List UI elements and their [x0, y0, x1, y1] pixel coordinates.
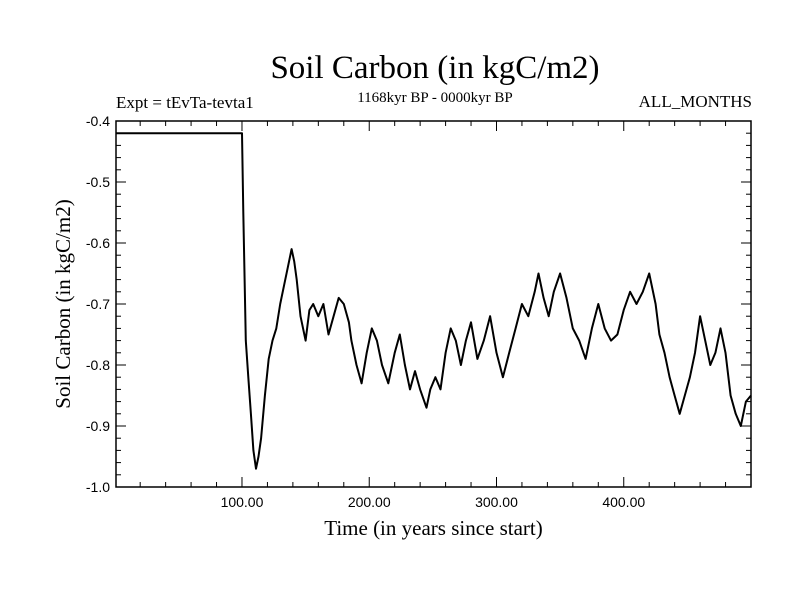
- x-tick-label: 400.00: [602, 494, 645, 510]
- axis-tick-labels: -1.0 -0.9 -0.8 -0.7 -0.6 -0.5 -0.4 100.00 200.00…: [86, 113, 645, 510]
- y-tick-label: -0.4: [86, 113, 110, 129]
- months-label: ALL_MONTHS: [638, 92, 752, 111]
- series-line: [116, 132, 752, 470]
- y-tick-label: -0.9: [86, 418, 110, 434]
- y-tick-label: -0.5: [86, 174, 110, 190]
- y-tick-label: -1.0: [86, 479, 110, 495]
- x-tick-label: 200.00: [348, 494, 391, 510]
- y-tick-label: -0.6: [86, 235, 110, 251]
- y-axis-title: Soil Carbon (in kgC/m2): [51, 199, 75, 408]
- period-label: 1168kyr BP - 0000kyr BP: [357, 90, 513, 106]
- x-axis-title: Time (in years since start): [324, 516, 543, 540]
- y-tick-label: -0.8: [86, 357, 110, 373]
- axis-ticks: [116, 120, 751, 488]
- x-tick-label: 300.00: [475, 494, 518, 510]
- y-tick-label: -0.7: [86, 296, 110, 312]
- x-tick-label: 100.00: [221, 494, 264, 510]
- series-layer: [116, 132, 752, 470]
- plot-frame: [115, 120, 752, 488]
- chart-title: Soil Carbon (in kgC/m2): [270, 50, 600, 86]
- experiment-label: Expt = tEvTa-tevta1: [116, 93, 254, 112]
